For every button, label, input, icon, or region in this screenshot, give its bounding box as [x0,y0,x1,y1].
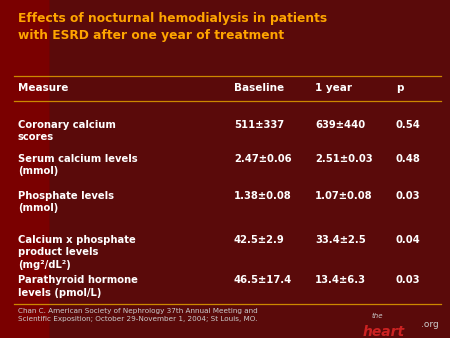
Text: 0.48: 0.48 [396,154,421,164]
Text: Coronary calcium
scores: Coronary calcium scores [18,120,116,142]
Text: 2.47±0.06: 2.47±0.06 [234,154,292,164]
Text: Serum calcium levels
(mmol): Serum calcium levels (mmol) [18,154,138,176]
Text: 1.07±0.08: 1.07±0.08 [315,191,373,201]
Text: Baseline: Baseline [234,83,284,93]
FancyBboxPatch shape [0,0,50,338]
Text: p: p [396,83,404,93]
Text: 0.04: 0.04 [396,235,421,245]
Text: .org: .org [421,320,438,330]
Text: Calcium x phosphate
product levels
(mg²/dL²): Calcium x phosphate product levels (mg²/… [18,235,136,270]
Text: Chan C. American Society of Nephrology 37th Annual Meeting and
Scientific Exposi: Chan C. American Society of Nephrology 3… [18,308,258,322]
Text: 46.5±17.4: 46.5±17.4 [234,275,292,286]
Text: 1.38±0.08: 1.38±0.08 [234,191,292,201]
Text: 2.51±0.03: 2.51±0.03 [315,154,373,164]
Text: 13.4±6.3: 13.4±6.3 [315,275,366,286]
Text: 1 year: 1 year [315,83,352,93]
Text: heart: heart [362,325,405,338]
Text: 0.03: 0.03 [396,191,420,201]
Text: 511±337: 511±337 [234,120,284,130]
Text: Parathyroid hormone
levels (pmol/L): Parathyroid hormone levels (pmol/L) [18,275,138,298]
Text: 42.5±2.9: 42.5±2.9 [234,235,285,245]
Text: 639±440: 639±440 [315,120,365,130]
Text: 0.03: 0.03 [396,275,420,286]
Text: the: the [371,313,383,319]
Text: Phosphate levels
(mmol): Phosphate levels (mmol) [18,191,114,213]
Text: Measure: Measure [18,83,68,93]
Text: Effects of nocturnal hemodialysis in patients
with ESRD after one year of treatm: Effects of nocturnal hemodialysis in pat… [18,12,327,42]
Text: 33.4±2.5: 33.4±2.5 [315,235,366,245]
Text: 0.54: 0.54 [396,120,421,130]
